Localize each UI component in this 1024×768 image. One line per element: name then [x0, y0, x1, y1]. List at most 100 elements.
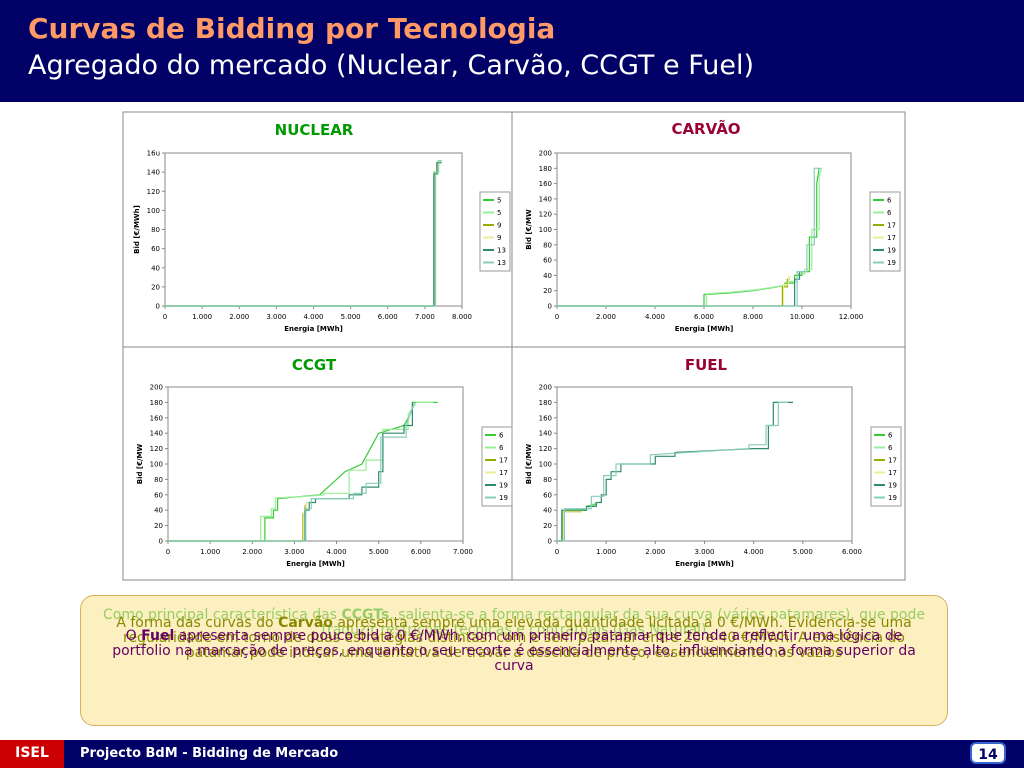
x-tick-label: 5.000 — [793, 548, 813, 556]
chart-title: CCGT — [292, 356, 337, 374]
x-tick-label: 3.000 — [266, 313, 286, 321]
x-tick-label: 6.000 — [378, 313, 398, 321]
legend-label: 17 — [499, 469, 508, 477]
x-tick-label: 12.000 — [839, 313, 864, 321]
paragraph: O Fuel apresenta sempre pouco bid a 0 €/… — [96, 629, 932, 674]
y-tick-label: 100 — [539, 226, 552, 234]
legend-label: 17 — [888, 469, 897, 477]
legend-label: 17 — [887, 222, 896, 230]
legend-label: 17 — [887, 234, 896, 242]
legend — [870, 426, 902, 507]
text: Fuel — [141, 628, 175, 644]
legend-label: 19 — [888, 494, 897, 502]
legend-label: 13 — [497, 259, 506, 267]
y-tick-label: 0 — [159, 538, 163, 546]
x-axis-label: Energia [MWh] — [675, 560, 734, 568]
text-box: Como principal característica das CCGTs,… — [80, 595, 948, 726]
x-tick-label: 2.000 — [645, 548, 665, 556]
x-tick-label: 0 — [555, 548, 559, 556]
slide-title: Curvas de Bidding por Tecnologia — [28, 12, 556, 45]
text: CCGTs — [341, 607, 390, 623]
x-tick-label: 2.000 — [596, 313, 616, 321]
y-tick-label: 20 — [154, 522, 163, 530]
y-tick-label: 120 — [147, 188, 160, 196]
plot-area — [556, 386, 853, 542]
header: Curvas de Bidding por Tecnologia Agregad… — [0, 0, 1024, 102]
legend-label: 9 — [497, 222, 501, 230]
y-axis-label: Bid [€/MW — [136, 443, 144, 484]
y-tick-label: 60 — [543, 257, 552, 265]
y-tick-label: 120 — [539, 211, 552, 219]
text: apresenta sempre uma elevada quantidade … — [123, 615, 912, 661]
y-tick-label: 100 — [150, 461, 163, 469]
y-tick-label: 160 — [539, 180, 552, 188]
y-tick-label: 200 — [539, 384, 552, 392]
y-tick-label: 40 — [154, 507, 163, 515]
legend-label: 19 — [887, 259, 896, 267]
y-tick-label: 140 — [150, 430, 163, 438]
x-tick-label: 2.000 — [229, 313, 249, 321]
y-tick-label: 140 — [147, 169, 160, 177]
chart-title: NUCLEAR — [275, 121, 354, 139]
legend-label: 6 — [499, 432, 504, 440]
y-tick-label: 100 — [539, 461, 552, 469]
y-tick-label: 60 — [154, 491, 163, 499]
y-tick-label: 180 — [150, 399, 163, 407]
legend-label: 5 — [497, 197, 501, 205]
line-series — [165, 160, 442, 307]
x-tick-label: 1.000 — [192, 313, 212, 321]
x-tick-label: 7.000 — [415, 313, 435, 321]
text: Como principal característica das — [103, 607, 342, 623]
y-tick-label: 80 — [543, 476, 552, 484]
x-tick-label: 4.000 — [744, 548, 764, 556]
line-series — [557, 401, 793, 542]
x-tick-label: 0 — [555, 313, 559, 321]
footer-text: Projecto BdM - Bidding de Mercado — [80, 746, 339, 761]
legend-label: 13 — [497, 247, 506, 255]
legend-label: 19 — [499, 482, 508, 490]
legend — [479, 191, 511, 272]
logo: ISEL — [0, 740, 64, 768]
y-tick-label: 160 — [539, 414, 552, 422]
x-tick-label: 2.000 — [242, 548, 262, 556]
x-tick-label: 3.000 — [694, 548, 714, 556]
y-tick-label: 200 — [539, 150, 552, 158]
plot-area — [164, 152, 463, 307]
x-tick-label: 10.000 — [790, 313, 815, 321]
legend-label: 6 — [888, 432, 893, 440]
x-tick-label: 5.000 — [341, 313, 361, 321]
paragraph: Como principal característica das CCGTs,… — [96, 608, 932, 638]
legend-label: 19 — [888, 482, 897, 490]
line-series — [168, 402, 413, 542]
x-tick-label: 8.000 — [452, 313, 472, 321]
y-tick-label: 140 — [539, 430, 552, 438]
x-tick-label: 6.000 — [842, 548, 862, 556]
text: , salienta-se a forma rectangular da sua… — [321, 607, 925, 638]
y-tick-label: 80 — [151, 226, 160, 234]
x-axis-label: Energia [MWh] — [286, 560, 345, 568]
y-tick-label: 20 — [151, 283, 160, 291]
x-tick-label: 4.000 — [303, 313, 323, 321]
legend-label: 17 — [499, 457, 508, 465]
y-tick-label: 180 — [539, 399, 552, 407]
legend-label: 9 — [497, 234, 501, 242]
y-tick-label: 20 — [543, 287, 552, 295]
legend-label: 17 — [888, 457, 897, 465]
y-tick-label: 40 — [543, 507, 552, 515]
legend-label: 19 — [887, 247, 896, 255]
chart-title: CARVÃO — [671, 119, 740, 138]
x-tick-label: 1.000 — [596, 548, 616, 556]
y-tick-label: 0 — [548, 538, 552, 546]
legend-label: 6 — [887, 197, 892, 205]
chart-title: FUEL — [685, 356, 728, 374]
x-tick-label: 7.000 — [453, 548, 473, 556]
y-tick-label: 80 — [154, 476, 163, 484]
line-series — [168, 402, 416, 542]
y-tick-label: 120 — [150, 445, 163, 453]
x-tick-label: 4.000 — [327, 548, 347, 556]
x-tick-label: 8.000 — [743, 313, 763, 321]
plot-area — [556, 152, 852, 307]
y-tick-label: 200 — [150, 384, 163, 392]
legend-label: 19 — [499, 494, 508, 502]
